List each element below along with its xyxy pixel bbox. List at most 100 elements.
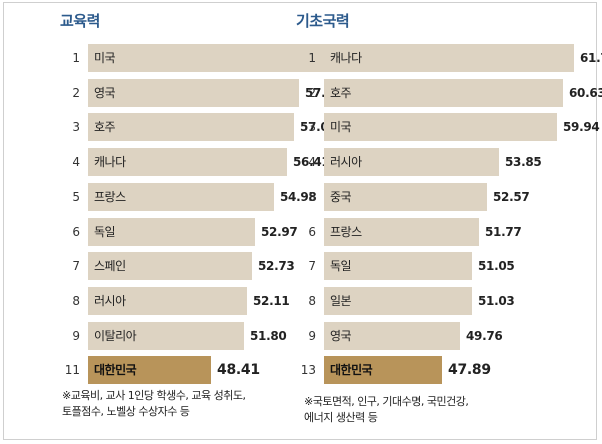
rank-label: 9 bbox=[72, 329, 80, 343]
rank-label: 7 bbox=[308, 259, 316, 273]
category-label: 미국 bbox=[94, 51, 116, 65]
category-label: 러시아 bbox=[94, 294, 126, 308]
rank-label: 5 bbox=[308, 190, 316, 204]
bar bbox=[324, 183, 487, 211]
value-label: 51.77 bbox=[485, 225, 522, 239]
basic-national-power-chart: 기초국력 1 캐나다 61.76 2 호주 60.63 3 미국 59.94 4 러시아 53.85 5… bbox=[296, 0, 602, 444]
bar bbox=[324, 287, 472, 315]
bar-row: 4 캐나다 56.41 bbox=[60, 148, 340, 176]
bar bbox=[324, 113, 557, 141]
chart-note: ※교육비, 교사 1인당 학생수, 교육 성취도, 토플점수, 노벨상 수상자수… bbox=[62, 388, 246, 420]
bar-row: 2영국57.68 bbox=[60, 79, 342, 107]
bar bbox=[324, 44, 574, 72]
category-label: 프랑스 bbox=[330, 225, 362, 239]
bar-row: 6 프랑스 51.77 bbox=[296, 218, 576, 246]
bar bbox=[88, 287, 247, 315]
bar-row: 13 대한민국 47.89 bbox=[296, 356, 576, 384]
category-label: 러시아 bbox=[330, 155, 362, 169]
bar bbox=[88, 148, 287, 176]
bar-row: 11 대한민국 48.41 bbox=[60, 356, 340, 384]
bar-row: 9 영국 49.76 bbox=[296, 322, 576, 350]
bar-row: 7 독일 51.05 bbox=[296, 252, 576, 280]
rank-label: 3 bbox=[72, 120, 80, 134]
bar bbox=[324, 79, 563, 107]
bar-row: 7 스페인 52.73 bbox=[60, 252, 340, 280]
category-label: 대한민국 bbox=[94, 363, 137, 377]
rank-label: 2 bbox=[308, 86, 316, 100]
note-line: 토플점수, 노벨상 수상자수 등 bbox=[62, 405, 190, 418]
category-label: 영국 bbox=[330, 329, 352, 343]
value-label: 54.98 bbox=[280, 190, 317, 204]
bar-row: 5 중국 52.57 bbox=[296, 183, 576, 211]
category-label: 캐나다 bbox=[94, 155, 126, 169]
value-label: 52.11 bbox=[253, 294, 290, 308]
bar bbox=[88, 252, 252, 280]
note-line: ※국토면적, 인구, 기대수명, 국민건강, bbox=[304, 395, 469, 408]
category-label: 일본 bbox=[330, 294, 352, 308]
value-label: 61.76 bbox=[580, 51, 602, 65]
rank-label: 9 bbox=[308, 329, 316, 343]
rank-label: 13 bbox=[300, 363, 316, 377]
rank-label: 5 bbox=[72, 190, 80, 204]
bar bbox=[88, 183, 274, 211]
value-label: 53.85 bbox=[505, 155, 542, 169]
category-label: 호주 bbox=[330, 86, 352, 100]
rank-label: 4 bbox=[308, 155, 316, 169]
rank-label: 11 bbox=[64, 363, 80, 377]
value-label: 49.76 bbox=[466, 329, 503, 343]
value-label: 52.97 bbox=[261, 225, 298, 239]
rank-label: 2 bbox=[72, 86, 80, 100]
rank-label: 8 bbox=[308, 294, 316, 308]
chart-title: 교육력 bbox=[60, 12, 100, 30]
value-label: 59.94 bbox=[563, 120, 600, 134]
category-label: 독일 bbox=[94, 225, 116, 239]
value-label: 51.80 bbox=[250, 329, 287, 343]
rank-label: 4 bbox=[72, 155, 80, 169]
bar-row: 2 호주 60.63 bbox=[296, 79, 602, 107]
bar bbox=[324, 148, 499, 176]
rank-label: 1 bbox=[72, 51, 80, 65]
bar bbox=[88, 79, 299, 107]
bar bbox=[88, 44, 327, 72]
note-line: ※교육비, 교사 1인당 학생수, 교육 성취도, bbox=[62, 389, 246, 402]
category-label: 캐나다 bbox=[330, 51, 362, 65]
category-label: 프랑스 bbox=[94, 190, 126, 204]
value-label: 52.73 bbox=[258, 259, 295, 273]
category-label: 스페인 bbox=[94, 259, 126, 273]
bar-row: 6 독일 52.97 bbox=[60, 218, 340, 246]
value-label: 47.89 bbox=[448, 362, 491, 378]
category-label: 대한민국 bbox=[330, 363, 373, 377]
bar bbox=[88, 356, 211, 384]
category-label: 호주 bbox=[94, 120, 116, 134]
category-label: 미국 bbox=[330, 120, 352, 134]
bar bbox=[88, 218, 255, 246]
bar bbox=[88, 322, 244, 350]
value-label: 51.05 bbox=[478, 259, 515, 273]
note-line: 에너지 생산력 등 bbox=[304, 411, 378, 424]
bar bbox=[324, 356, 442, 384]
rank-label: 3 bbox=[308, 120, 316, 134]
chart-frame bbox=[3, 2, 597, 440]
category-label: 중국 bbox=[330, 190, 352, 204]
bar-row: 8 러시아 52.11 bbox=[60, 287, 340, 315]
chart-title: 기초국력 bbox=[296, 12, 350, 30]
bar bbox=[324, 252, 472, 280]
bar-row: 1미국60.53 bbox=[60, 44, 370, 72]
rank-label: 6 bbox=[308, 225, 316, 239]
category-label: 이탈리아 bbox=[94, 329, 137, 343]
rank-label: 6 bbox=[72, 225, 80, 239]
bar-row: 3 미국 59.94 bbox=[296, 113, 600, 141]
bar-row: 5 프랑스 54.98 bbox=[60, 183, 340, 211]
category-label: 영국 bbox=[94, 86, 116, 100]
value-label: 48.41 bbox=[217, 362, 260, 378]
rank-label: 7 bbox=[72, 259, 80, 273]
bar-row: 8 일본 51.03 bbox=[296, 287, 576, 315]
bar bbox=[324, 322, 460, 350]
value-label: 60.63 bbox=[569, 86, 602, 100]
bar-row: 1 캐나다 61.76 bbox=[296, 44, 602, 72]
bar-row: 4 러시아 53.85 bbox=[296, 148, 576, 176]
category-label: 독일 bbox=[330, 259, 352, 273]
chart-note: ※국토면적, 인구, 기대수명, 국민건강, 에너지 생산력 등 bbox=[304, 394, 469, 426]
value-label: 56.41 bbox=[293, 155, 330, 169]
value-label: 52.57 bbox=[493, 190, 530, 204]
